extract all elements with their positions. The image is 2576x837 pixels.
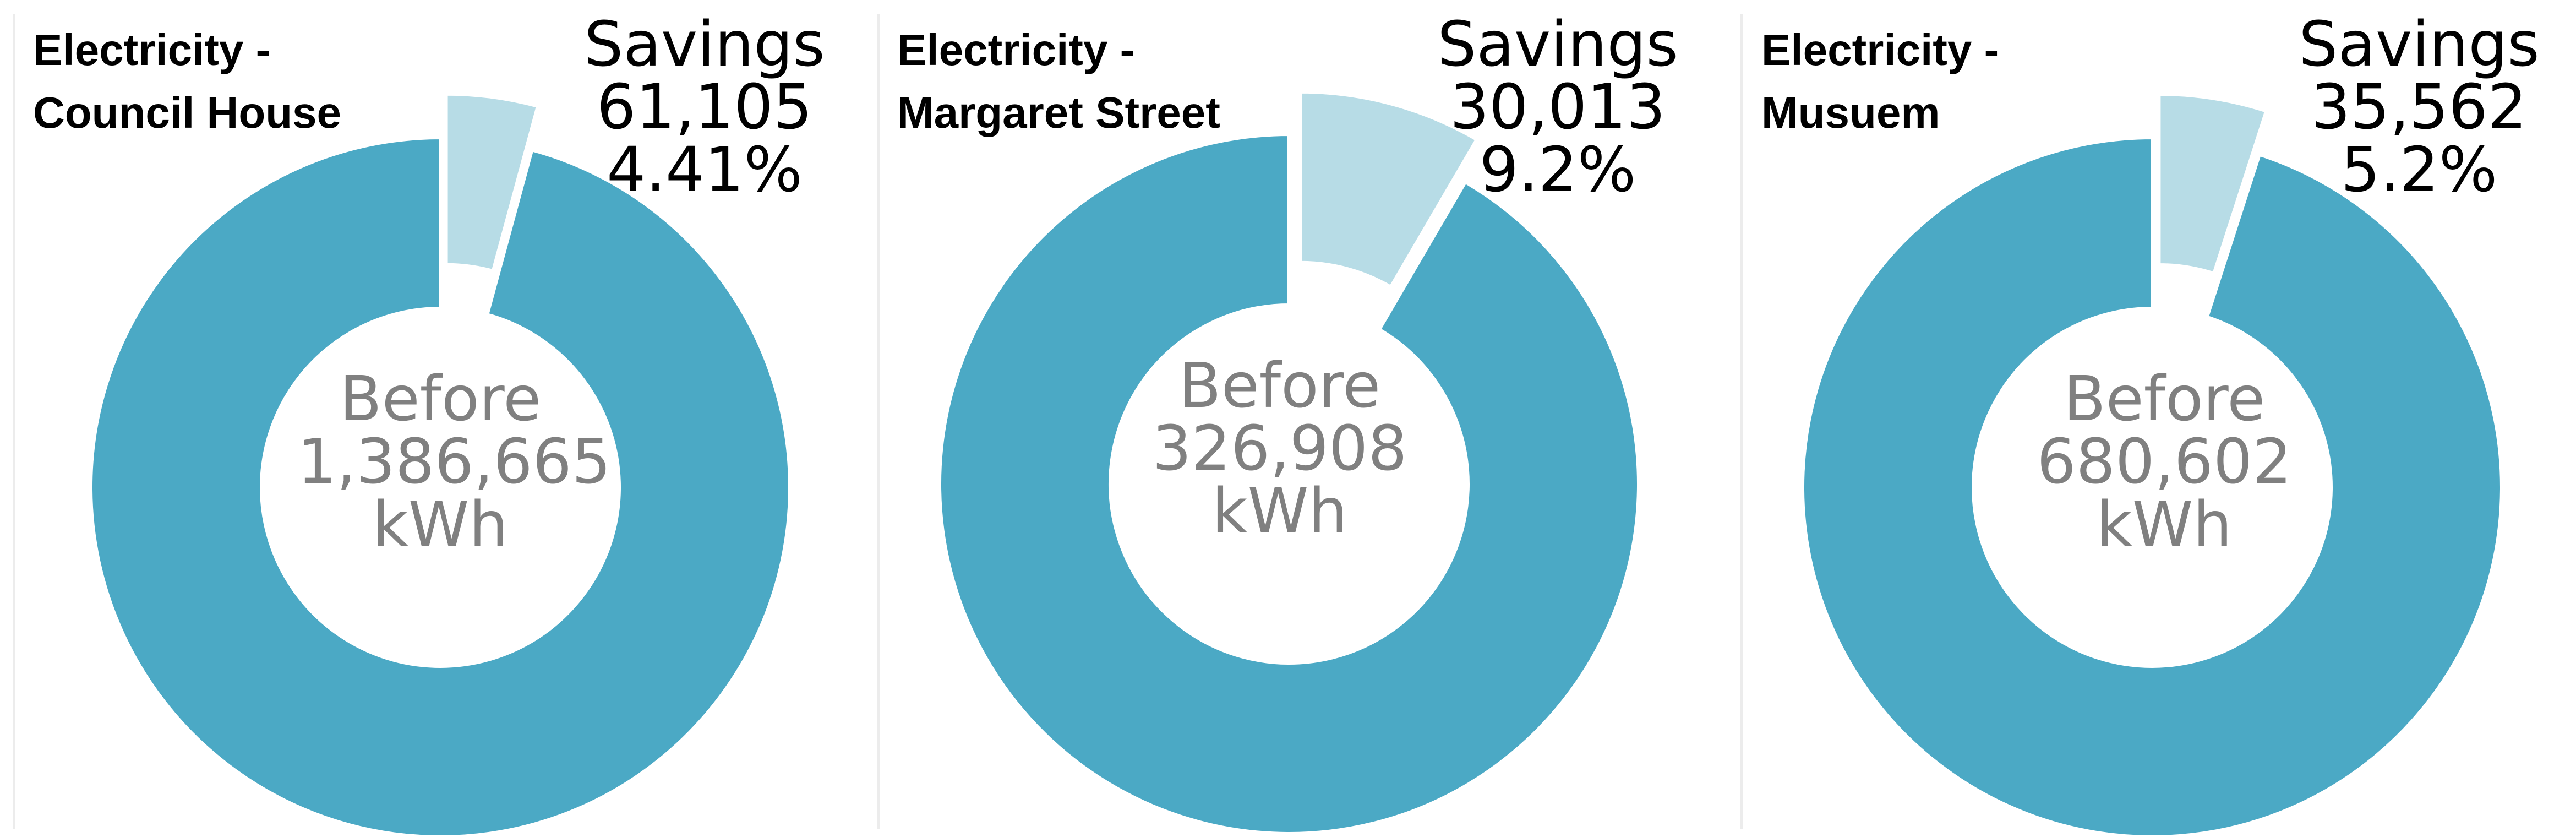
before-center-label: Before 326,908 kWh — [1137, 355, 1423, 543]
slice-before — [89, 135, 792, 837]
donut-chart — [938, 90, 1640, 835]
donut-chart — [1801, 92, 2503, 837]
savings-label-name: Savings — [584, 9, 825, 80]
savings-label-value: 30,013 — [1450, 72, 1666, 143]
chart-panel-margaret-street: Electricity - Margaret Street Savings 30… — [881, 0, 1737, 837]
before-label-unit: kWh — [372, 489, 509, 561]
savings-data-label: Savings 35,562 5.2% — [2276, 13, 2562, 202]
chart-title-line: Electricity - — [33, 25, 271, 74]
chart-title-line: Margaret Street — [897, 88, 1220, 137]
chart-title-line: Musuem — [1761, 88, 1940, 137]
before-label-value: 326,908 — [1152, 413, 1407, 485]
savings-data-label: Savings 61,105 4.41% — [561, 13, 848, 202]
savings-label-percent: 9.2% — [1479, 134, 1636, 206]
chart-title-line: Electricity - — [897, 25, 1135, 74]
before-label-name: Before — [1178, 350, 1381, 422]
slice-savings — [2157, 92, 2269, 276]
chart-title: Electricity - Musuem — [1761, 19, 1999, 144]
savings-label-percent: 4.41% — [607, 134, 803, 206]
before-label-unit: kWh — [1211, 476, 1348, 547]
before-label-name: Before — [2063, 363, 2266, 435]
chart-title-line: Electricity - — [1761, 25, 1999, 74]
chart-panel-musuem: Electricity - Musuem Savings 35,562 5.2%… — [1745, 0, 2570, 837]
savings-label-percent: 5.2% — [2340, 134, 2498, 206]
before-center-label: Before 1,386,665 kWh — [297, 363, 612, 561]
before-label-value: 680,602 — [2037, 426, 2292, 498]
chart-title-line: Council House — [33, 88, 342, 137]
chart-title: Electricity - Margaret Street — [897, 19, 1220, 144]
chart-title: Electricity - Council House — [33, 19, 341, 144]
panel-divider — [877, 14, 880, 829]
slice-savings — [444, 92, 540, 273]
before-label-value: 1,386,665 — [297, 426, 612, 498]
slice-before — [1801, 135, 2503, 837]
chart-panel-council-house: Electricity - Council House Savings 61,1… — [17, 0, 872, 837]
panel-divider — [13, 14, 15, 829]
before-center-label: Before 680,602 kWh — [2021, 368, 2307, 556]
before-label-unit: kWh — [2096, 489, 2233, 561]
savings-data-label: Savings 30,013 9.2% — [1415, 13, 1701, 202]
savings-label-value: 61,105 — [597, 72, 812, 143]
savings-label-name: Savings — [2299, 9, 2540, 80]
panel-divider — [1740, 14, 1743, 829]
slice-savings — [1298, 90, 1480, 290]
slice-before — [938, 132, 1640, 835]
savings-label-name: Savings — [1437, 9, 1678, 80]
before-label-name: Before — [339, 363, 542, 435]
savings-label-value: 35,562 — [2311, 72, 2527, 143]
donut-chart — [89, 92, 792, 837]
